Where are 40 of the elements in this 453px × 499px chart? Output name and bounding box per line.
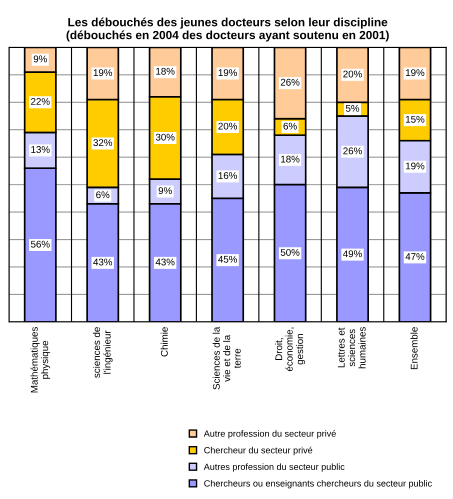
x-tick-label: Droit, économie, gestion bbox=[275, 328, 306, 372]
data-label: 45% bbox=[218, 256, 238, 263]
data-label: 18% bbox=[156, 68, 175, 75]
data-label: 32% bbox=[93, 139, 112, 146]
x-tick-label: Lettres et sciences humaines bbox=[338, 327, 366, 368]
data-label: 13% bbox=[31, 146, 50, 153]
x-tick-label: Mathématiques physique bbox=[30, 327, 50, 392]
data-label: 43% bbox=[93, 258, 112, 266]
data-label: 16% bbox=[218, 172, 238, 180]
data-label: 5% bbox=[346, 104, 360, 112]
legend-label: Autres profession du secteur public bbox=[204, 463, 345, 472]
data-label: 9% bbox=[158, 187, 172, 194]
data-label: 19% bbox=[406, 162, 424, 170]
x-tick-label: sciences de l'ingénieur bbox=[92, 327, 113, 378]
x-tick-label: Chimie bbox=[160, 327, 168, 356]
chart-title: Les débouchés des jeunes docteurs selon leur discipline (débouchés en 2004 des docteurs ayant soutenu en 2001) bbox=[66, 18, 389, 42]
data-label: 20% bbox=[218, 122, 238, 130]
data-label: 6% bbox=[96, 191, 110, 198]
data-label: 30% bbox=[156, 134, 175, 141]
data-label: 6% bbox=[284, 122, 297, 130]
data-label: 18% bbox=[281, 156, 300, 163]
data-label: 20% bbox=[343, 70, 362, 78]
legend-label: Autre profession du secteur privé bbox=[204, 430, 336, 439]
data-label: 43% bbox=[156, 258, 175, 266]
data-label: 22% bbox=[31, 98, 50, 105]
data-label: 19% bbox=[406, 69, 424, 76]
data-label: 47% bbox=[405, 253, 424, 260]
data-label: 26% bbox=[343, 147, 362, 154]
legend-label: Chercheur du secteur privé bbox=[204, 446, 312, 456]
legend-label: Chercheurs ou enseignants chercheurs du secteur public bbox=[204, 480, 432, 488]
x-tick-label: Ensemble bbox=[410, 327, 418, 370]
data-label: 49% bbox=[343, 250, 362, 258]
data-label: 15% bbox=[406, 116, 424, 123]
x-tick-label: Sciences de la vie et de la terre bbox=[212, 326, 241, 390]
data-label: 26% bbox=[280, 78, 300, 86]
data-label: 19% bbox=[94, 69, 112, 76]
data-label: 19% bbox=[218, 69, 238, 76]
data-label: 9% bbox=[34, 55, 47, 62]
data-label: 56% bbox=[30, 240, 50, 248]
data-label: 50% bbox=[280, 248, 300, 256]
